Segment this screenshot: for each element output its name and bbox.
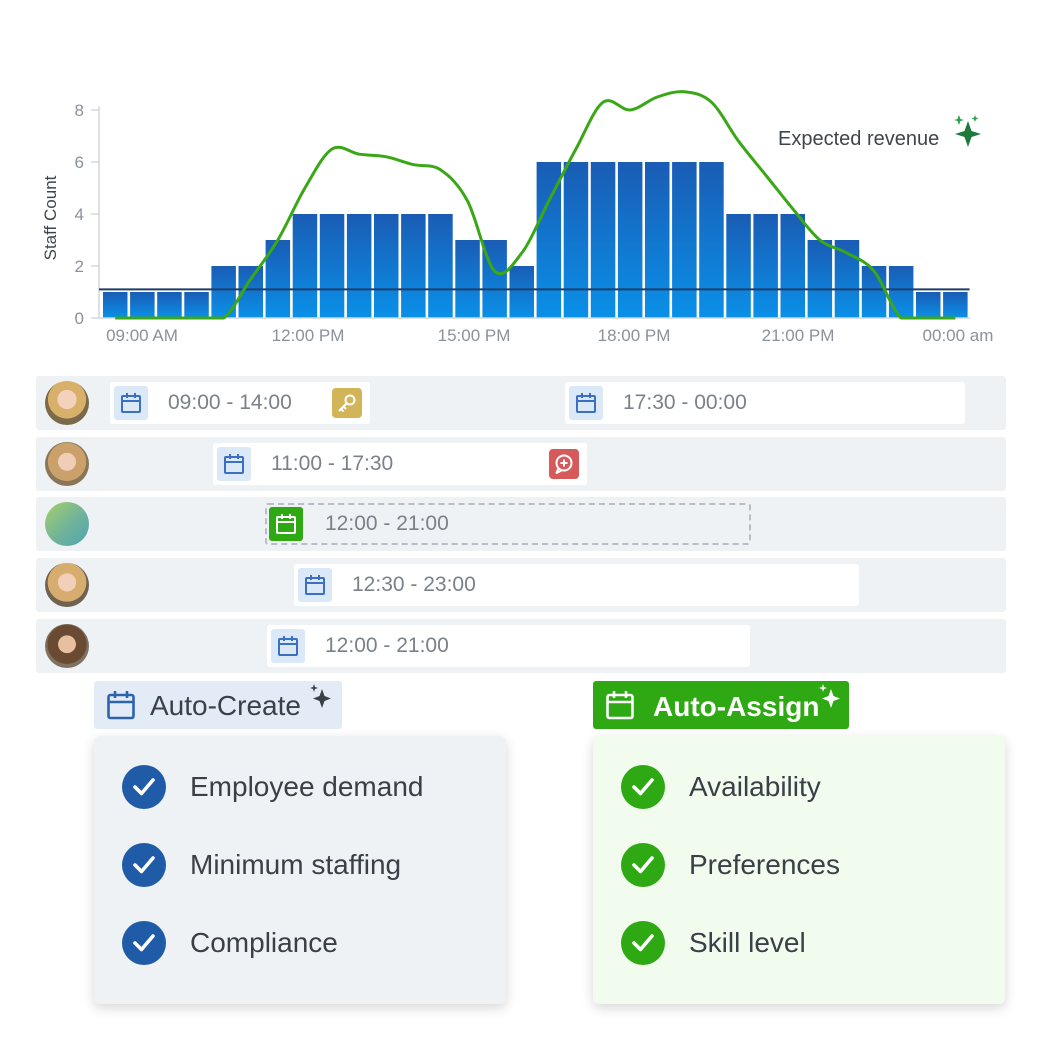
staff-bar [103, 292, 128, 318]
calendar-icon [107, 691, 135, 720]
x-tick-label: 12:00 PM [272, 326, 345, 345]
schedule-row: 12:00 - 21:00 [36, 497, 1006, 551]
auto-assign-button[interactable]: Auto-Assign [593, 681, 849, 729]
calendar-icon [606, 691, 634, 720]
shift-block[interactable]: 12:00 - 21:00 [267, 625, 750, 667]
staff-bar [292, 214, 318, 318]
x-tick-label: 18:00 PM [598, 326, 671, 345]
shift-time: 12:00 - 21:00 [325, 634, 449, 657]
check-icon [621, 843, 665, 887]
staff-bar [699, 162, 724, 318]
y-tick-label: 2 [75, 257, 84, 276]
schedule-row: 09:00 - 14:00 17:30 - 00:00 [36, 376, 1006, 430]
schedule-row: 11:00 - 17:30 [36, 437, 1006, 491]
check-icon [621, 921, 665, 965]
staff-bar [590, 162, 616, 318]
checklist-label: Preferences [689, 849, 840, 880]
staff-bar [428, 214, 453, 318]
x-tick-label: 09:00 AM [106, 326, 178, 345]
staff-bar [319, 214, 345, 318]
checklist-label: Minimum staffing [190, 849, 402, 880]
x-tick-label: 15:00 PM [438, 326, 511, 345]
staff-bar [645, 162, 670, 318]
check-icon [621, 765, 665, 809]
key-icon[interactable] [332, 388, 362, 418]
check-icon [122, 921, 166, 965]
staff-bar [888, 266, 914, 318]
check-icon [122, 765, 166, 809]
shift-block[interactable]: 11:00 - 17:30 [213, 443, 587, 485]
staff-bar [374, 214, 399, 318]
staff-bar [509, 266, 534, 318]
staff-bar [916, 292, 941, 318]
schedule-row: 12:00 - 21:00 [36, 619, 1006, 673]
staff-bar [672, 162, 697, 318]
staff-bar [130, 292, 155, 318]
staff-bar [753, 214, 778, 318]
staff-bar [346, 214, 372, 318]
staff-bar [807, 240, 833, 318]
auto-create-label: Auto-Create [150, 690, 301, 721]
schedule-row: 12:30 - 23:00 [36, 558, 1006, 612]
auto-assign-label: Auto-Assign [653, 691, 820, 722]
avatar[interactable] [45, 563, 89, 607]
y-axis-title: Staff Count [41, 175, 60, 260]
staff-bar [563, 162, 589, 318]
checklist-label: Skill level [689, 927, 806, 958]
calendar-icon [298, 568, 332, 602]
shift-time: 17:30 - 00:00 [623, 391, 747, 414]
expected-revenue-line [115, 90, 956, 320]
chat-plus-icon[interactable] [549, 449, 579, 479]
staff-bar [157, 292, 182, 318]
avatar[interactable] [45, 442, 89, 486]
avatar[interactable] [45, 624, 89, 668]
staff-bar [943, 292, 968, 318]
staff-bar [780, 214, 805, 318]
staff-bar [401, 214, 426, 318]
shift-time: 11:00 - 17:30 [271, 452, 394, 475]
calendar-icon [217, 447, 251, 481]
check-icon [122, 843, 166, 887]
staff-bar [861, 266, 887, 318]
x-tick-label: 00:00 am [923, 326, 994, 345]
staff-bar [617, 162, 643, 318]
y-tick-label: 4 [75, 205, 84, 224]
checklist-label: Compliance [190, 927, 338, 958]
shift-block[interactable]: 12:30 - 23:00 [294, 564, 859, 606]
sparkle-icon [954, 115, 981, 147]
y-tick-label: 6 [75, 153, 84, 172]
calendar-icon [269, 507, 303, 541]
staff-bar [455, 240, 480, 318]
open-shift-block[interactable]: 12:00 - 21:00 [265, 503, 751, 545]
sparkle-icon [819, 684, 840, 708]
checklist-label: Availability [689, 771, 821, 802]
calendar-icon [569, 386, 603, 420]
shift-block[interactable]: 17:30 - 00:00 [565, 382, 965, 424]
shift-time: 09:00 - 14:00 [168, 391, 292, 414]
shift-block[interactable]: 09:00 - 14:00 [110, 382, 370, 424]
shift-time: 12:30 - 23:00 [352, 573, 476, 596]
staff-bar [184, 292, 209, 318]
expected-revenue-annotation: Expected revenue [778, 128, 939, 150]
auto-assign-panel: Availability Preferences Skill level [593, 736, 1005, 1004]
auto-create-button[interactable]: Auto-Create [94, 681, 342, 729]
calendar-icon [114, 386, 148, 420]
shift-time: 12:00 - 21:00 [325, 512, 449, 535]
auto-create-panel: Employee demand Minimum staffing Complia… [94, 736, 506, 1004]
staff-demand-chart: Staff Count 0 2 4 6 8 09:00 AM 12:00 PM 15:00 … [41, 90, 994, 345]
staff-bar [726, 214, 751, 318]
avatar[interactable] [45, 381, 89, 425]
x-tick-label: 21:00 PM [762, 326, 835, 345]
sparkle-icon [310, 684, 331, 708]
open-shift-avatar[interactable] [45, 502, 89, 546]
calendar-icon [271, 629, 305, 663]
y-tick-label: 0 [75, 309, 84, 328]
checklist-label: Employee demand [190, 771, 424, 802]
y-tick-label: 8 [75, 101, 84, 120]
